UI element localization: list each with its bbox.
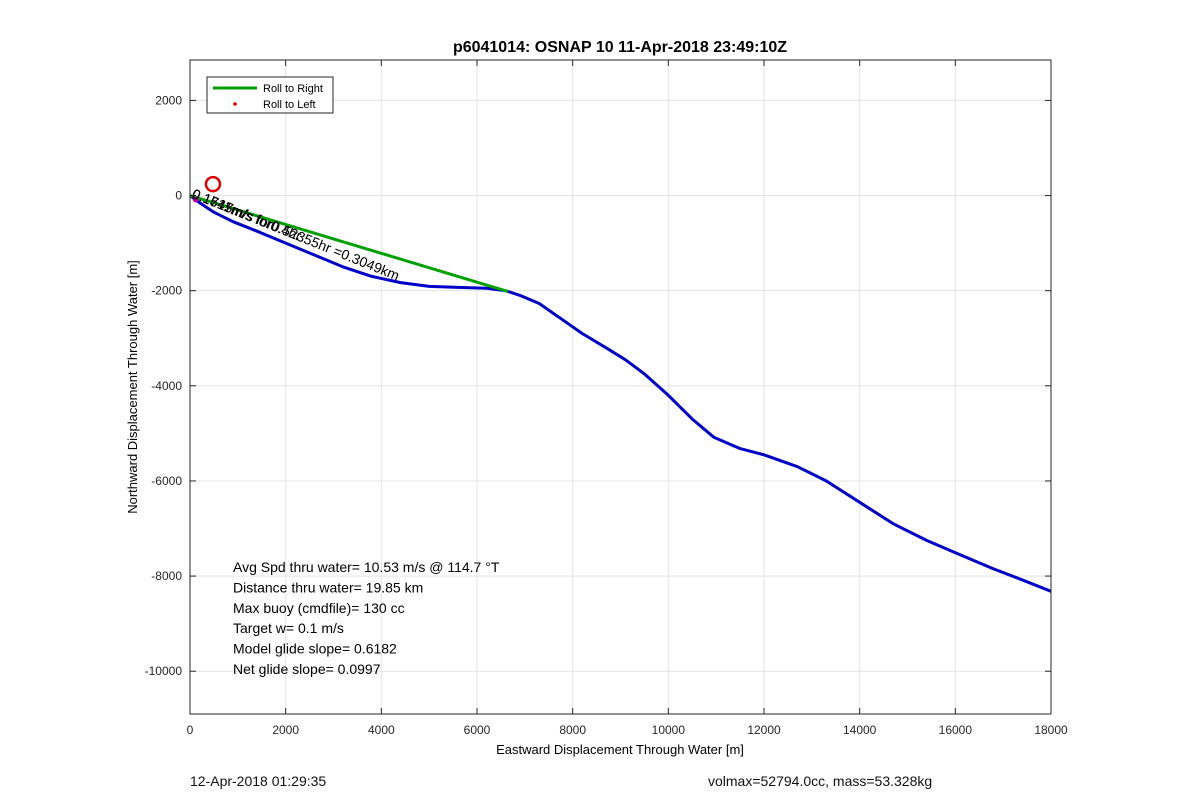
y-tick-label: -6000 bbox=[151, 474, 182, 488]
stats-text-block: Avg Spd thru water= 10.53 m/s @ 114.7 °T… bbox=[233, 559, 500, 677]
x-tick-label: 12000 bbox=[747, 723, 781, 737]
x-tick-label: 4000 bbox=[368, 723, 395, 737]
x-tick-label: 16000 bbox=[939, 723, 973, 737]
x-axis-label: Eastward Displacement Through Water [m] bbox=[496, 742, 744, 757]
grid-layer bbox=[189, 60, 1052, 714]
legend-label: Roll to Right bbox=[263, 83, 323, 95]
legend-box bbox=[206, 76, 334, 114]
legend-dot-swatch bbox=[233, 102, 237, 106]
footer-volmax-mass: volmax=52794.0cc, mass=53.328kg bbox=[708, 773, 933, 789]
y-axis-label: Northward Displacement Through Water [m] bbox=[125, 260, 140, 514]
x-tick-label: 6000 bbox=[464, 723, 491, 737]
stats-line: Net glide slope= 0.0997 bbox=[233, 661, 381, 677]
y-tick-label: 0 bbox=[175, 189, 182, 203]
x-tick-label: 8000 bbox=[559, 723, 586, 737]
stats-line: Model glide slope= 0.6182 bbox=[233, 641, 397, 657]
x-tick-label: 0 bbox=[187, 723, 194, 737]
red-circle-marker bbox=[204, 175, 222, 193]
segment-annotation: 0.1545m/s bbox=[190, 185, 257, 224]
series-line-0 bbox=[189, 194, 1052, 593]
y-tick-label: -2000 bbox=[151, 284, 182, 298]
stats-line: Max buoy (cmdfile)= 130 cc bbox=[233, 600, 405, 616]
legend: Roll to Right Roll to Left bbox=[206, 76, 334, 114]
y-tick-label: -4000 bbox=[151, 379, 182, 393]
y-tick-label: -8000 bbox=[151, 569, 182, 583]
chart-title: p6041014: OSNAP 10 11-Apr-2018 23:49:10Z bbox=[453, 39, 787, 56]
series-layer: 0.1617m/s for0.52355hr =0.3049km0.1711m/… bbox=[189, 175, 1052, 593]
x-tick-label: 2000 bbox=[272, 723, 299, 737]
y-tick-label: 2000 bbox=[155, 93, 182, 107]
stats-line: Distance thru water= 19.85 km bbox=[233, 579, 423, 595]
legend-label: Roll to Left bbox=[263, 99, 316, 111]
y-tick-label: -10000 bbox=[145, 664, 183, 678]
start-marker bbox=[192, 196, 199, 203]
x-tick-label: 10000 bbox=[652, 723, 686, 737]
x-tick-label: 18000 bbox=[1034, 723, 1068, 737]
x-tick-label: 14000 bbox=[843, 723, 877, 737]
stats-line: Target w= 0.1 m/s bbox=[233, 620, 344, 636]
axes-layer: 0 2000 4000 6000 8000 10000 12000 14000 16000 180… bbox=[145, 59, 1068, 737]
footer-timestamp: 12-Apr-2018 01:29:35 bbox=[190, 773, 327, 789]
series-line-1 bbox=[189, 194, 509, 294]
axes-box bbox=[189, 59, 1052, 715]
stats-line: Avg Spd thru water= 10.53 m/s @ 114.7 °T bbox=[233, 559, 500, 575]
